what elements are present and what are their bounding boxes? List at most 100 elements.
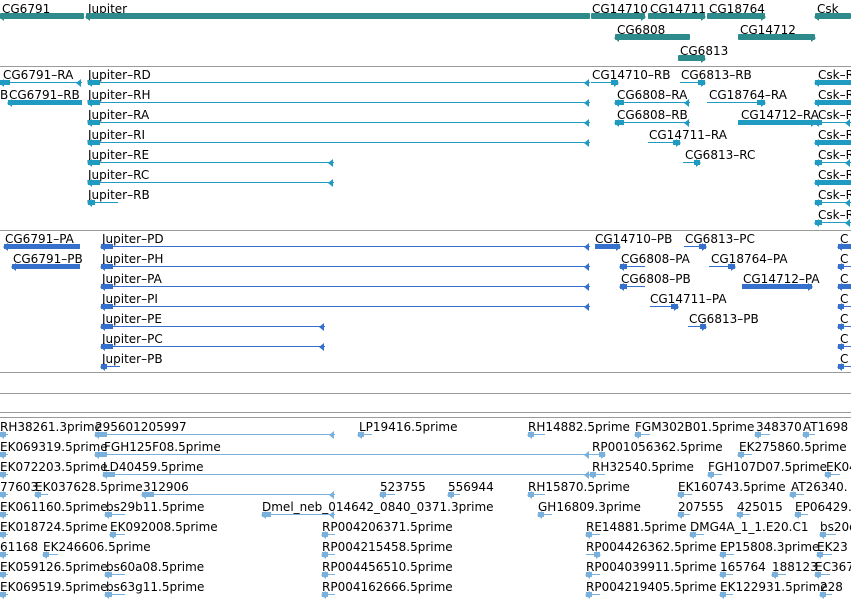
est-fgm302b01-glyph bbox=[635, 434, 650, 435]
est-bs63g11-strand-arrow bbox=[104, 591, 109, 599]
protein-jupiter-pi-exon bbox=[101, 304, 113, 309]
protein-cg14712-pa-strand-arrow bbox=[808, 283, 813, 291]
est-dmg4a-label: DMG4A_1_1.E20.C1 bbox=[690, 520, 809, 534]
transcript-csk-rf-label: Csk–R bbox=[818, 168, 851, 182]
est-at26340-glyph bbox=[790, 494, 804, 495]
est-ek122931-glyph bbox=[720, 594, 733, 595]
est-lp19416-glyph bbox=[358, 434, 372, 435]
transcript-jupiter-ri-strand-arrow bbox=[87, 139, 92, 147]
est-at16980-strand-arrow bbox=[802, 431, 807, 439]
est-rh14882-label: RH14882.5prime bbox=[528, 420, 630, 434]
protein-csk-pc-strand-arrow bbox=[837, 283, 842, 291]
transcript-jupiter-rh-label: Jupiter–RH bbox=[88, 88, 151, 102]
protein-jupiter-ph-strand-arrow bbox=[584, 263, 589, 271]
est-295601205997-strand-arrow bbox=[94, 431, 99, 439]
protein-csk-pb-glyph bbox=[838, 266, 851, 267]
protein-jupiter-pa-strand-arrow bbox=[584, 283, 589, 291]
transcript-jupiter-rd-exon bbox=[88, 80, 100, 85]
gene-jupiter-strand-arrow bbox=[85, 13, 90, 21]
est-ek160743-label: EK160743.5prime bbox=[678, 480, 786, 494]
transcript-jupiter-rb-strand-arrow bbox=[87, 199, 92, 207]
protein-jupiter-pi-strand-arrow bbox=[100, 303, 105, 311]
est-re14881-strand-arrow bbox=[585, 531, 590, 539]
protein-csk-pd-glyph bbox=[838, 306, 851, 307]
protein-cg6808-pb-glyph bbox=[620, 286, 645, 287]
est-at26340-label: AT26340. bbox=[791, 480, 848, 494]
est-rh32540-label: RH32540.5prime bbox=[592, 460, 694, 474]
est-ek061160-strand-arrow bbox=[0, 511, 4, 519]
transcript-cg14711-ra-label: CG14711–RA bbox=[649, 128, 727, 142]
est-rp004456510-label: RP004456510.5prime bbox=[322, 560, 453, 574]
transcript-jupiter-rd-glyph bbox=[88, 82, 590, 83]
protein-csk-pe-strand-arrow bbox=[837, 323, 842, 331]
est-ek122931-label: EK122931.5prime bbox=[720, 580, 828, 594]
transcript-cg14710-rb-strand-arrow bbox=[614, 79, 619, 87]
gene-cg14710-glyph bbox=[591, 13, 645, 19]
est-bs20d0-glyph bbox=[820, 534, 836, 535]
est-rp004215458-strand-arrow bbox=[321, 551, 326, 559]
transcript-csk-rg-strand-arrow bbox=[845, 199, 850, 207]
protein-csk-pd-strand-arrow bbox=[837, 303, 842, 311]
est-ek018724-strand-arrow bbox=[0, 531, 4, 539]
transcript-cg6808-ra-label: CG6808–RA bbox=[617, 88, 688, 102]
transcript-jupiter-rb-label: Jupiter–RB bbox=[88, 188, 150, 202]
est-bs20d0-label: bs20d0 bbox=[820, 520, 851, 534]
est-bs63g11-glyph bbox=[105, 594, 125, 595]
est-rp004162666-label: RP004162666.5prime bbox=[322, 580, 453, 594]
transcript-cg6791-rb-strand-arrow bbox=[7, 99, 12, 107]
est-295601205997-exon bbox=[95, 432, 107, 437]
est-425015-strand-arrow bbox=[736, 511, 741, 519]
transcript-csk-re-glyph bbox=[815, 162, 851, 163]
est-312906-glyph bbox=[142, 494, 335, 495]
est-523755-label: 523755 bbox=[380, 480, 426, 494]
est-ek275860-strand-arrow bbox=[737, 451, 742, 459]
protein-cg14711-pa-glyph bbox=[650, 306, 678, 307]
transcript-cg14711-ra-strand-arrow bbox=[676, 139, 681, 147]
est-rp004426362-glyph bbox=[586, 554, 600, 555]
est-rh38261-label: RH38261.3prime bbox=[0, 420, 102, 434]
est-rp004215458-glyph bbox=[322, 554, 335, 555]
protein-cg14710-pb-label: CG14710–PB bbox=[595, 232, 673, 246]
est-207555-strand-arrow bbox=[677, 511, 682, 519]
transcript-cg18764-ra-strand-arrow bbox=[761, 99, 766, 107]
transcript-jupiter-rd-strand-arrow bbox=[584, 79, 589, 87]
est-ek04-label: EK04 bbox=[826, 460, 851, 474]
gene-cg18764-glyph bbox=[707, 13, 765, 19]
est-ek160743-strand-arrow bbox=[677, 491, 682, 499]
est-fgh125f08-strand-arrow bbox=[584, 451, 589, 459]
est-228-glyph bbox=[820, 594, 832, 595]
est-ek037628-glyph bbox=[35, 494, 48, 495]
est-ek069519-strand-arrow bbox=[0, 591, 4, 599]
protein-jupiter-pb-label: Jupiter–PB bbox=[102, 352, 163, 366]
transcript-csk-rb-label: Csk–R bbox=[818, 88, 851, 102]
transcript-jupiter-rh-strand-arrow bbox=[87, 99, 92, 107]
gene-cg6813-label: CG6813 bbox=[680, 44, 729, 58]
est-ek275860-label: EK275860.5prime bbox=[739, 440, 847, 454]
est-rp004162666-strand-arrow bbox=[321, 591, 326, 599]
est-ep15808-strand-arrow bbox=[719, 551, 724, 559]
transcript-jupiter-rc-strand-arrow bbox=[328, 179, 333, 187]
gene-cg6813-strand-arrow bbox=[701, 55, 706, 63]
transcript-csk-rd-label: Csk–R bbox=[818, 128, 851, 142]
est-523755-strand-arrow bbox=[379, 491, 384, 499]
protein-csk-pg-label: C bbox=[840, 352, 849, 366]
transcript-csk-rg-label: Csk–R bbox=[818, 188, 851, 202]
est-ld40459-exon bbox=[103, 472, 115, 477]
transcript-cg6808-rb-exon bbox=[615, 120, 624, 125]
transcript-csk-rc-strand-arrow bbox=[814, 119, 819, 127]
est-ek275860-glyph bbox=[738, 454, 752, 455]
protein-jupiter-pa-label: Jupiter–PA bbox=[102, 272, 162, 286]
gene-jupiter-glyph bbox=[86, 13, 590, 19]
gene-cg18764-strand-arrow bbox=[761, 13, 766, 21]
est-ek072203-strand-arrow bbox=[0, 471, 4, 479]
est-rp004162666-glyph bbox=[322, 594, 335, 595]
gene-cg14711-glyph bbox=[648, 13, 705, 19]
gene-cg6808-strand-arrow bbox=[614, 34, 619, 42]
transcript-cg6813-rc-glyph bbox=[683, 162, 700, 163]
protein-jupiter-ph-strand-arrow bbox=[100, 263, 105, 271]
est-ek092008-label: EK092008.5prime bbox=[110, 520, 218, 534]
est-ek069519-label: EK069519.5prime bbox=[0, 580, 108, 594]
est-dmg4a-glyph bbox=[690, 534, 704, 535]
protein-csk-pd-label: C bbox=[840, 292, 849, 306]
